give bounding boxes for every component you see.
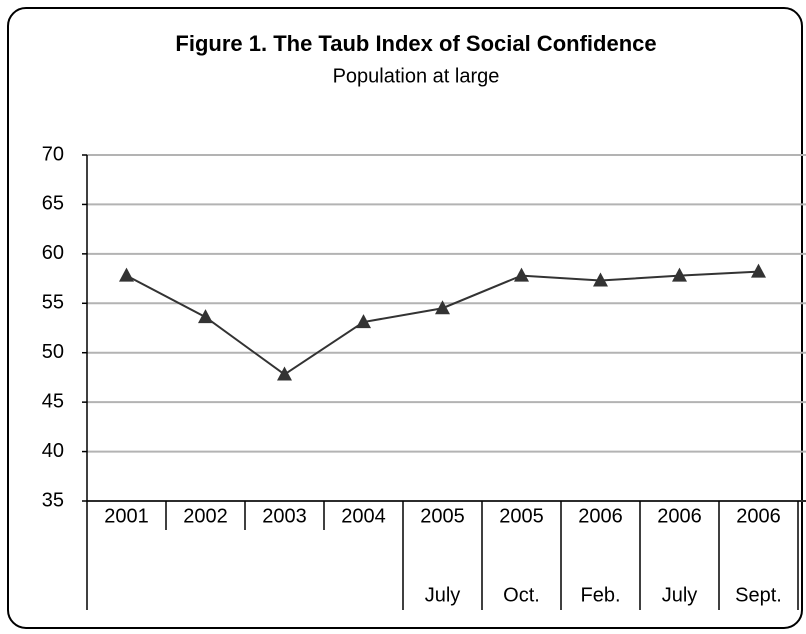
data-point <box>751 263 766 278</box>
data-point <box>435 300 450 315</box>
x-tick-label: 2005 <box>499 505 544 527</box>
x-tick-label: 2005 <box>420 505 465 527</box>
x-tick-label: 2002 <box>183 505 228 527</box>
data-point <box>514 267 529 282</box>
x-tick-sublabel: July <box>662 584 698 606</box>
data-point <box>356 314 371 329</box>
y-tick-label: 40 <box>42 440 64 462</box>
data-point <box>593 272 608 287</box>
x-tick-label: 2006 <box>736 505 781 527</box>
y-tick-label: 60 <box>42 242 64 264</box>
x-tick-sublabel: Feb. <box>580 584 620 606</box>
x-tick-label: 2001 <box>104 505 149 527</box>
x-tick-label: 2004 <box>341 505 386 527</box>
y-tick-label: 45 <box>42 390 64 412</box>
x-tick-label: 2006 <box>657 505 702 527</box>
x-tick-sublabel: Sept. <box>735 584 782 606</box>
chart-frame <box>7 7 803 629</box>
chart-title: Figure 1. The Taub Index of Social Confi… <box>175 31 656 56</box>
chart-subtitle: Population at large <box>333 65 500 87</box>
x-tick-label: 2003 <box>262 505 307 527</box>
y-tick-label: 70 <box>42 143 64 165</box>
y-tick-label: 35 <box>42 489 64 511</box>
y-tick-label: 50 <box>42 341 64 363</box>
x-tick-sublabel: Oct. <box>503 584 540 606</box>
data-point <box>119 267 134 282</box>
y-tick-label: 65 <box>42 193 64 215</box>
data-point <box>277 366 292 381</box>
data-point <box>198 309 213 324</box>
y-tick-label: 55 <box>42 292 64 314</box>
data-point <box>672 267 687 282</box>
x-tick-sublabel: July <box>425 584 461 606</box>
x-tick-label: 2006 <box>578 505 623 527</box>
